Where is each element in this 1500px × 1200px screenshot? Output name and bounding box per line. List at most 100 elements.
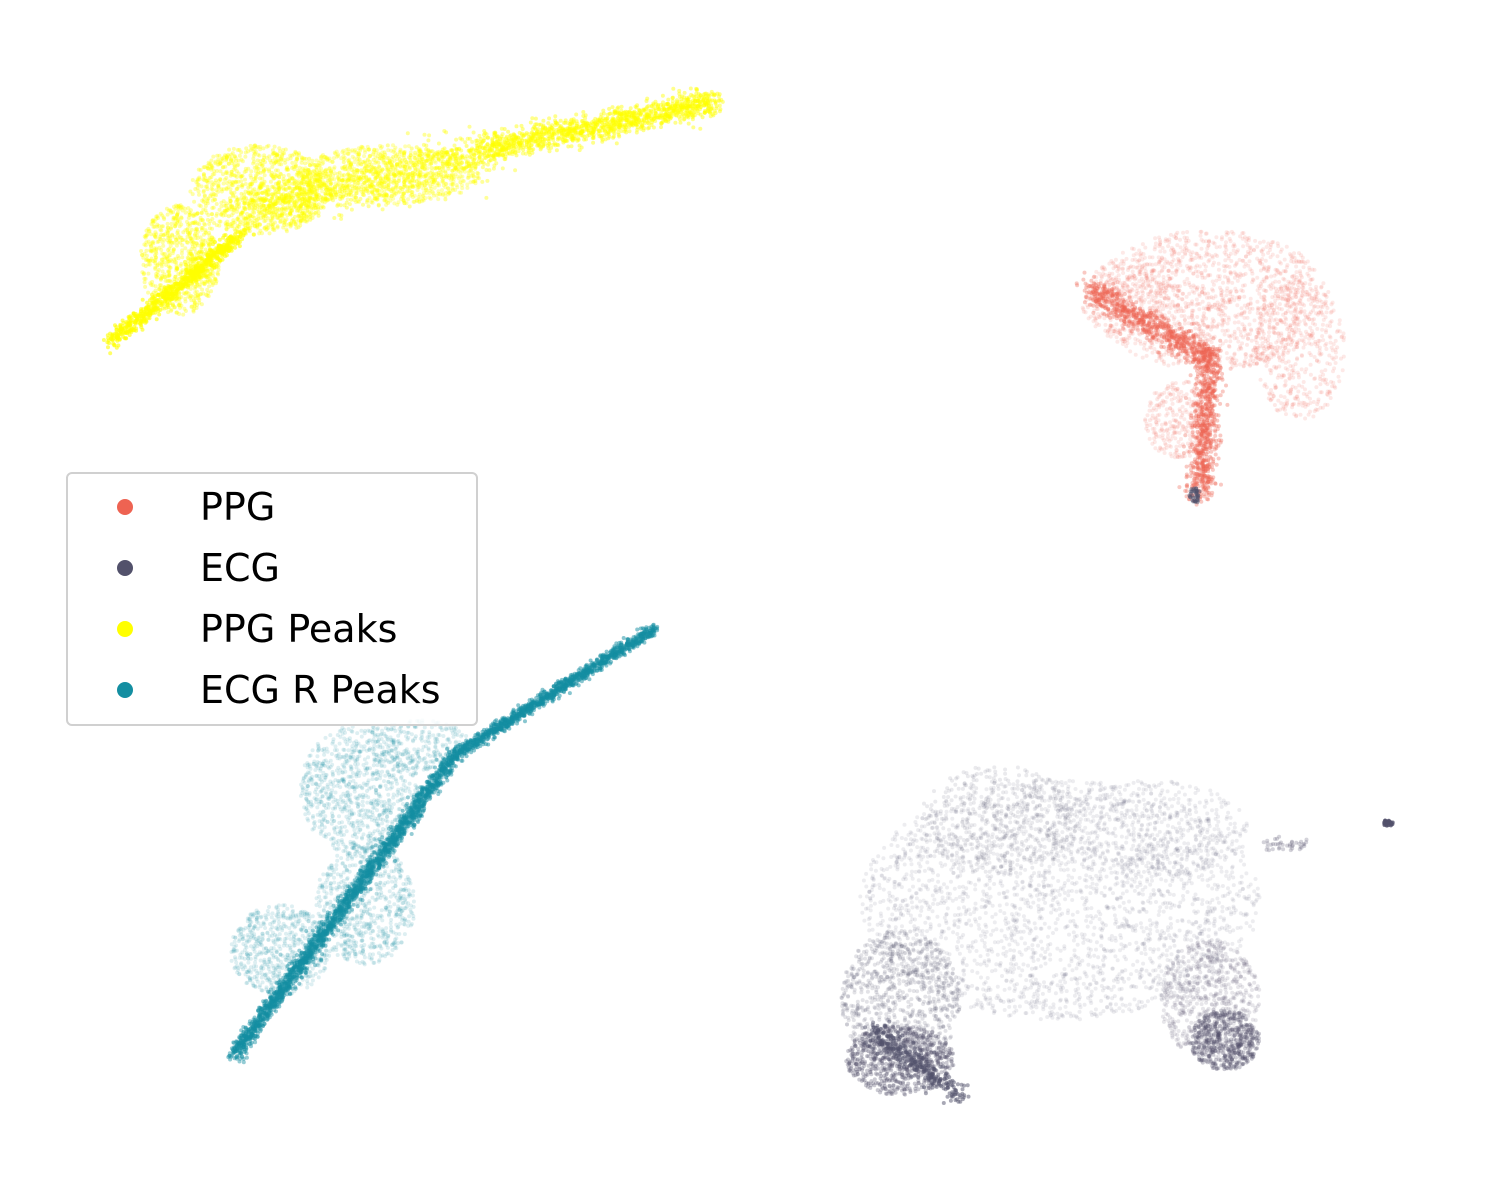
ecg-point xyxy=(982,981,987,986)
ecg-point xyxy=(944,995,948,1000)
ecg-point xyxy=(1039,939,1044,944)
ecg-point xyxy=(981,987,986,992)
ecg-point xyxy=(1225,847,1230,852)
ecg-point xyxy=(1149,807,1153,812)
ecg-point xyxy=(1072,948,1077,953)
ecg-point xyxy=(1146,814,1151,819)
ecg-point xyxy=(1022,825,1027,830)
ecg-point xyxy=(913,942,918,947)
ecg-point xyxy=(922,812,927,817)
ecg-point xyxy=(1175,829,1180,834)
ecg-point xyxy=(1167,797,1172,802)
ecg-point xyxy=(1055,1011,1060,1016)
ecg-point xyxy=(958,912,963,917)
ecg-point xyxy=(990,823,995,828)
ecg-point xyxy=(1182,937,1187,942)
ecg-point xyxy=(1161,1008,1166,1013)
ecg-point xyxy=(984,929,989,934)
ecg-point xyxy=(1105,848,1110,853)
ecg-point xyxy=(1197,975,1202,980)
ecg-point xyxy=(1210,886,1215,891)
ecg-point xyxy=(1179,857,1184,862)
ecg-point xyxy=(934,825,939,830)
ecg-point xyxy=(998,909,1003,913)
ecg-point xyxy=(1231,904,1236,909)
ecg-point xyxy=(1222,857,1227,862)
ecg-point xyxy=(1057,892,1062,897)
ecg-point xyxy=(1143,1003,1148,1008)
ecg-point xyxy=(1135,959,1140,964)
ecg-point xyxy=(1025,857,1030,862)
ecg-point xyxy=(941,1024,946,1029)
ecg-point xyxy=(1055,814,1060,819)
ecg-point xyxy=(1137,786,1141,791)
ecg-point xyxy=(1178,974,1183,979)
ecg-point xyxy=(1230,865,1235,870)
ecg-point xyxy=(1210,808,1214,813)
ecg-point xyxy=(960,817,965,822)
ecg-point xyxy=(1069,812,1074,817)
ecg-point xyxy=(1251,927,1256,932)
ecg-point xyxy=(989,947,994,951)
ecg-point xyxy=(937,923,942,928)
ecg-point xyxy=(924,833,929,838)
ecg-point xyxy=(954,808,958,813)
ecg-point xyxy=(1129,884,1134,889)
ecg-point xyxy=(976,923,981,927)
ecg-point xyxy=(1185,845,1189,850)
ecg-point xyxy=(966,946,971,950)
ecg-point xyxy=(929,951,934,956)
ecg-point xyxy=(920,965,925,970)
ecg-point xyxy=(929,961,934,966)
ecg-point xyxy=(1179,948,1184,953)
ecg-point xyxy=(1007,782,1012,786)
ecg-point xyxy=(1219,804,1224,809)
ecg-point xyxy=(1206,841,1211,846)
ecg-point-cloud xyxy=(839,765,1395,1105)
ecg-point xyxy=(1207,927,1211,932)
ecg-point xyxy=(1070,843,1074,848)
ecg-point xyxy=(1073,787,1078,791)
ecg-point xyxy=(1057,863,1062,868)
ecg-point xyxy=(936,843,941,847)
ecg-point xyxy=(1134,804,1139,808)
ecg-point xyxy=(1130,984,1135,988)
ecg-point xyxy=(877,932,882,937)
ecg-point xyxy=(964,771,969,776)
ecg-point xyxy=(1033,806,1038,810)
ecg-point xyxy=(891,1001,896,1006)
ecg-point xyxy=(861,974,866,979)
ecg-point xyxy=(1000,842,1005,847)
ecg-point xyxy=(1109,934,1114,938)
ecg-point xyxy=(947,962,951,967)
ecg-point xyxy=(1006,778,1011,783)
ecg-point xyxy=(1184,999,1189,1004)
ecg-point xyxy=(1052,800,1057,805)
ecg-point xyxy=(1008,1013,1013,1018)
ecg-point xyxy=(1095,964,1100,969)
ecg-point xyxy=(909,997,914,1002)
ecg-point xyxy=(917,1008,922,1013)
ecg-point xyxy=(1058,998,1063,1003)
ecg-point xyxy=(1189,817,1194,822)
ecg-point xyxy=(929,985,934,990)
ecg-point xyxy=(1120,871,1125,876)
ecg-point xyxy=(1160,952,1165,957)
ecg-point xyxy=(1220,909,1225,914)
ecg-point xyxy=(1097,841,1102,846)
ecg-point xyxy=(1094,940,1099,945)
ecg-point xyxy=(928,1007,933,1012)
ecg-point xyxy=(1047,838,1052,843)
ecg-point xyxy=(1060,830,1065,835)
ecg-point xyxy=(995,984,1000,989)
ecg-point xyxy=(902,969,907,974)
ecg-point xyxy=(1091,932,1096,937)
ecg-point xyxy=(1083,813,1088,818)
ecg-point xyxy=(943,1028,948,1033)
ecg-point xyxy=(1078,1005,1083,1010)
ecg-point xyxy=(1019,952,1024,957)
ecg-point xyxy=(919,905,924,910)
ecg-point xyxy=(1068,826,1073,831)
ecg-point xyxy=(867,938,872,943)
ecg-point xyxy=(1196,816,1201,820)
